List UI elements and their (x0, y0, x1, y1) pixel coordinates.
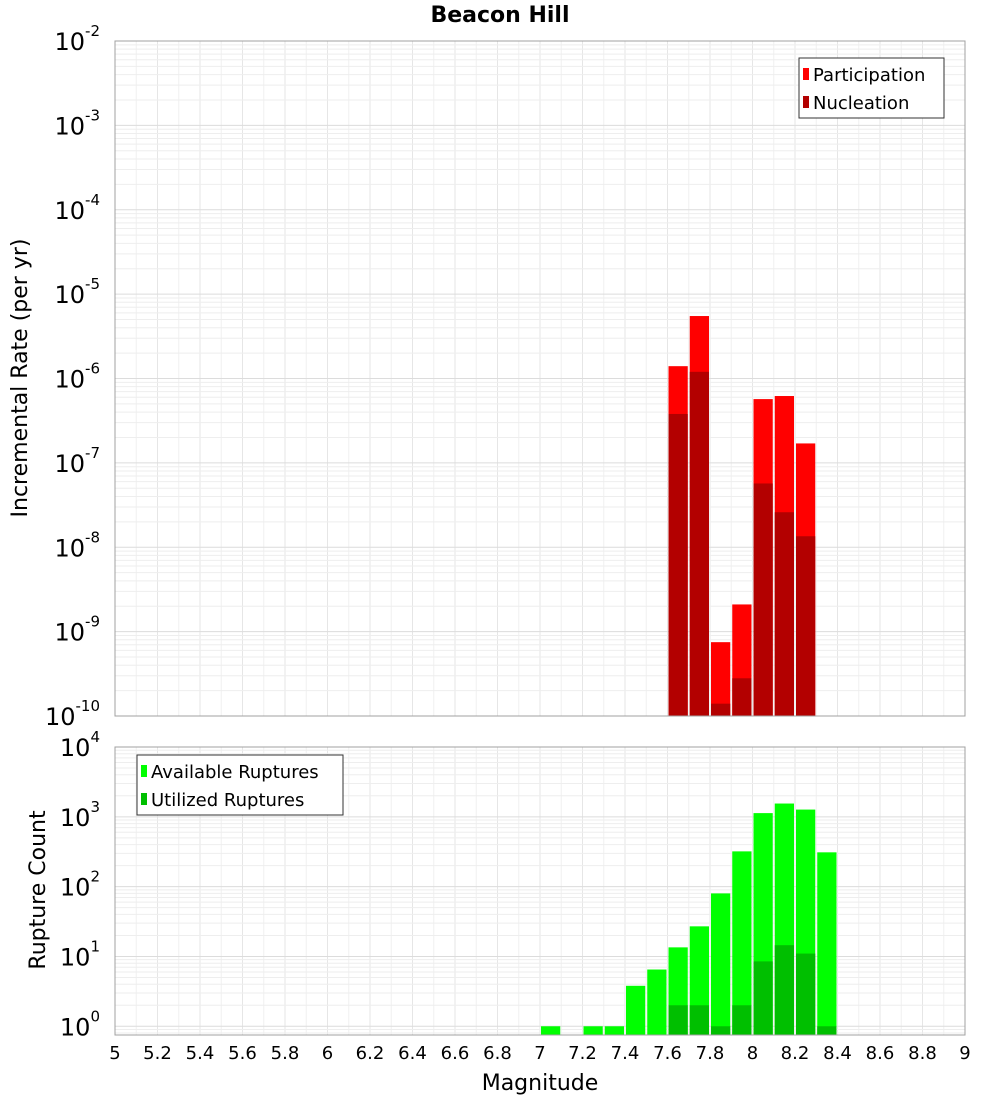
x-tick-label: 6.4 (398, 1043, 427, 1064)
y-tick-label: 10-2 (54, 22, 100, 56)
y-tick-label: 104 (60, 728, 100, 762)
x-tick-label: 7.4 (611, 1043, 640, 1064)
bar-participation (711, 642, 731, 716)
x-tick-label: 6.2 (356, 1043, 385, 1064)
x-tick-label: 7 (534, 1043, 545, 1064)
x-tick-label: 7.2 (568, 1043, 597, 1064)
bar-nucleation (689, 371, 709, 716)
plot-frame (114, 40, 966, 717)
legend-swatch (141, 765, 147, 777)
x-tick-label: 5.4 (186, 1043, 215, 1064)
rate-panel: 10-2 10-3 10-4 10-5 10-6 10-7 10-8 10-9 10-10 Par… (45, 22, 966, 731)
legend-swatch (141, 793, 147, 805)
x-tick-label: 6 (322, 1043, 333, 1064)
x-tick-label: 6.6 (441, 1043, 470, 1064)
y-tick-label: 10-6 (54, 360, 100, 394)
bar-available-ruptures (626, 985, 646, 1035)
legend-swatch (803, 68, 809, 80)
plot-frame (114, 746, 966, 1036)
rate-y-axis-label: Incremental Rate (per yr) (8, 239, 33, 518)
bar-utilized-ruptures (753, 961, 773, 1035)
bar-utilized-ruptures (668, 1005, 688, 1035)
bar-utilized-ruptures (774, 945, 794, 1035)
x-tick-label: 5 (109, 1043, 120, 1064)
rupture-count-panel: 104 103 102 101 100 5 5.2 5.4 5.6 5.8 6 6.2 6.4 6.6 6.… (60, 728, 971, 1064)
bar-nucleation (668, 413, 688, 716)
x-tick-label: 6.8 (483, 1043, 512, 1064)
y-tick-label: 10-4 (54, 191, 100, 225)
y-tick-label: 10-3 (54, 106, 100, 140)
bar-available-ruptures (732, 851, 752, 1035)
y-tick-label: 10-7 (54, 444, 100, 478)
x-tick-label: 8.8 (908, 1043, 937, 1064)
bar-available-ruptures (541, 1026, 561, 1035)
x-axis-label: Magnitude (482, 1071, 599, 1096)
legend-box (136, 754, 344, 816)
x-tick-label: 8.2 (781, 1043, 810, 1064)
y-tick-label: 10-5 (54, 275, 100, 309)
legend-label: Available Ruptures (151, 762, 319, 783)
bar-available-ruptures (817, 852, 837, 1035)
x-tick-label: 9 (959, 1043, 970, 1064)
bar-available-ruptures (583, 1026, 603, 1035)
x-tick-label: 5.6 (228, 1043, 257, 1064)
legend-label: Participation (813, 65, 925, 86)
y-tick-label: 10-8 (54, 528, 100, 562)
x-tick-label: 8.6 (866, 1043, 895, 1064)
bar-nucleation (796, 536, 816, 716)
y-tick-label: 10-10 (45, 697, 100, 731)
bar-nucleation (711, 703, 731, 716)
legend-label: Utilized Ruptures (151, 790, 304, 811)
x-tick-label: 7.8 (696, 1043, 725, 1064)
bar-utilized-ruptures (732, 1005, 752, 1035)
legend-swatch (803, 96, 809, 108)
bar-available-ruptures (647, 969, 667, 1035)
y-tick-label: 101 (60, 937, 100, 971)
bar-nucleation (732, 678, 752, 716)
bar-nucleation (774, 512, 794, 716)
y-tick-label: 102 (60, 868, 100, 902)
bar-utilized-ruptures (689, 1005, 709, 1035)
bar-nucleation (753, 483, 773, 716)
legend-box (798, 57, 945, 119)
y-tick-label: 100 (60, 1007, 100, 1041)
x-tick-label: 7.6 (653, 1043, 682, 1064)
x-tick-label: 8.4 (823, 1043, 852, 1064)
bar-utilized-ruptures (796, 953, 816, 1035)
count-y-axis-label: Rupture Count (26, 810, 51, 970)
x-tick-label: 5.8 (271, 1043, 300, 1064)
x-tick-label: 8 (747, 1043, 758, 1064)
chart-title: Beacon Hill (430, 3, 569, 28)
y-tick-label: 103 (60, 798, 100, 832)
x-tick-label: 5.2 (143, 1043, 172, 1064)
y-tick-label: 10-9 (54, 613, 100, 647)
bar-utilized-ruptures (711, 1026, 731, 1035)
bar-available-ruptures (604, 1026, 624, 1035)
legend-label: Nucleation (813, 93, 909, 114)
bar-utilized-ruptures (817, 1026, 837, 1035)
bar-available-ruptures (711, 893, 731, 1035)
